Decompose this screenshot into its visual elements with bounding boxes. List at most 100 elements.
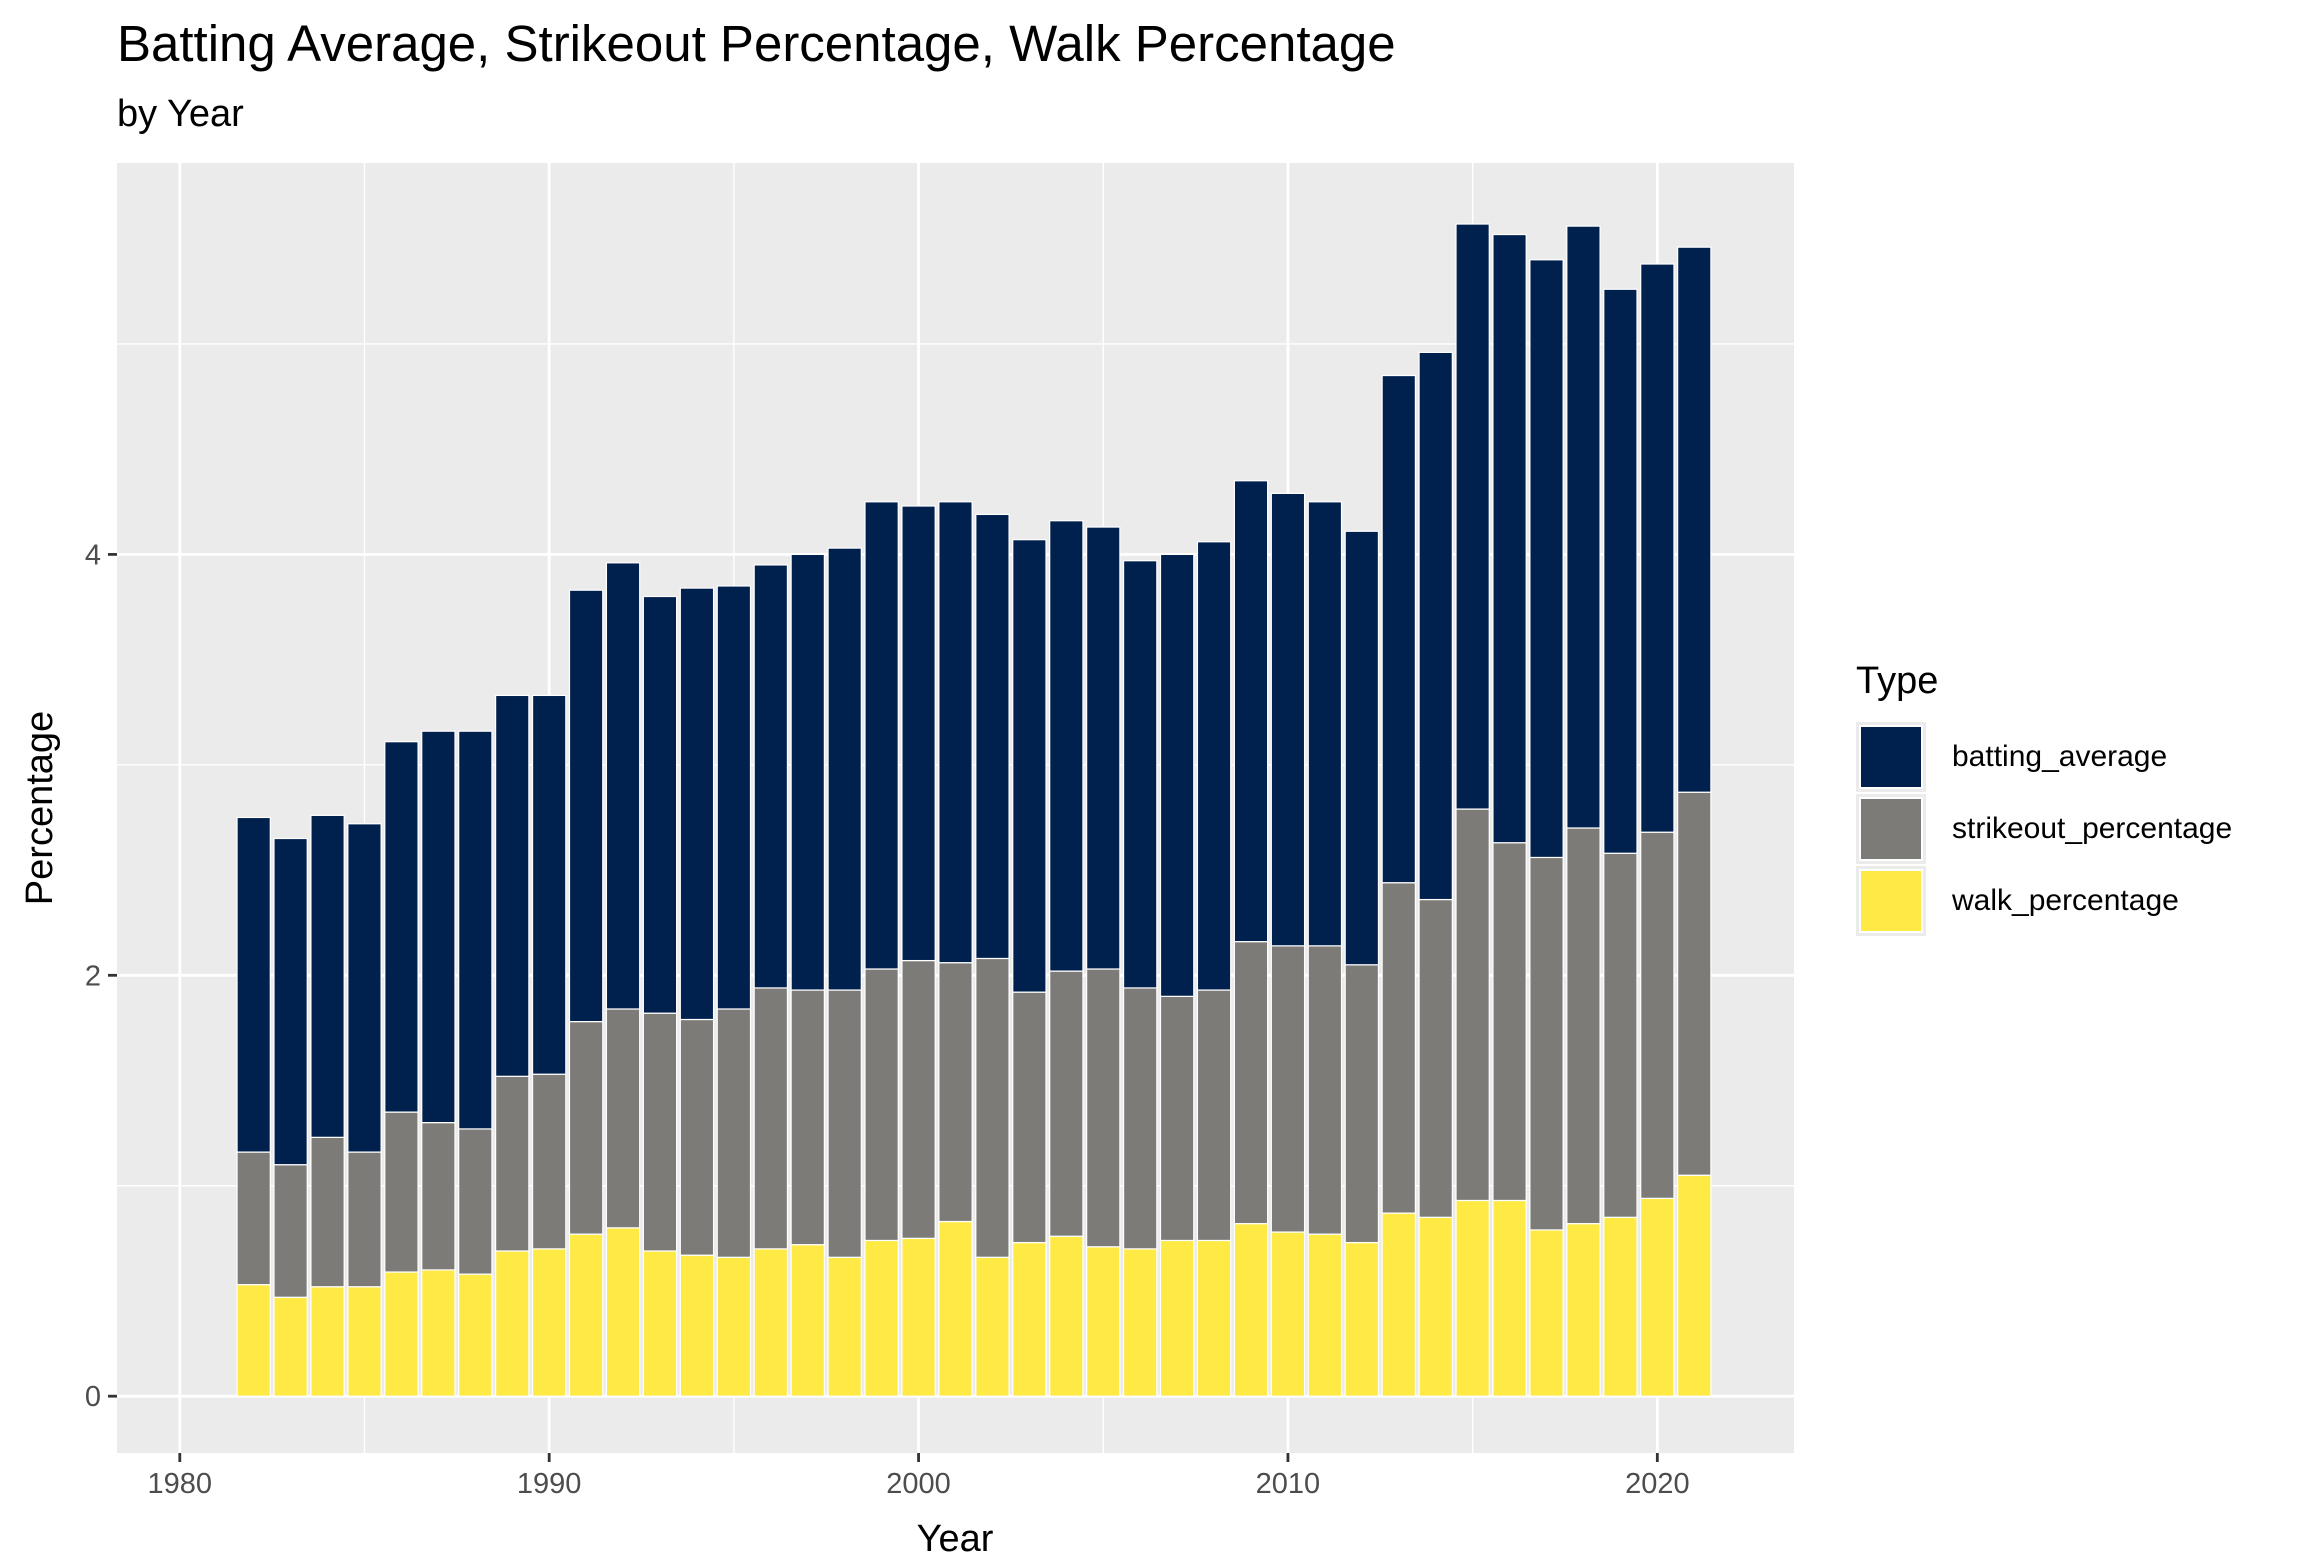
bar-walk-percentage [458,1273,493,1397]
bar-strikeout-percentage [679,1018,715,1256]
bar-strikeout-percentage [1233,941,1269,1225]
bar-walk-percentage [1344,1241,1380,1397]
legend-item: walk_percentage [1856,865,2232,937]
bar-batting-average [531,694,567,1075]
bar-batting-average [568,589,604,1023]
bar-walk-percentage [1122,1248,1158,1397]
bar-walk-percentage [1603,1216,1638,1397]
bar-batting-average [273,837,308,1166]
bar-batting-average [679,587,715,1021]
bar-strikeout-percentage [1122,987,1158,1250]
bar-walk-percentage [1307,1233,1343,1397]
bar-walk-percentage [1159,1239,1195,1397]
bar-strikeout-percentage [568,1020,604,1235]
x-tick-label: 2000 [886,1468,951,1500]
bar-batting-average [864,501,899,970]
bar-batting-average [1086,526,1121,970]
bar-strikeout-percentage [1270,945,1306,1233]
bar-batting-average [1233,480,1269,943]
bar-batting-average [1677,246,1712,793]
bar-walk-percentage [310,1286,345,1397]
legend-swatch [1859,869,1923,933]
bar-walk-percentage [236,1284,271,1397]
bar-walk-percentage [1270,1231,1306,1397]
bar-strikeout-percentage [236,1151,271,1286]
bar-strikeout-percentage [458,1128,493,1275]
bar-strikeout-percentage [605,1008,641,1229]
bar-walk-percentage [1196,1239,1232,1397]
bar-strikeout-percentage [790,989,825,1246]
bar-batting-average [1529,259,1564,859]
bar-batting-average [1307,501,1343,947]
y-tick-label: 2 [85,960,101,992]
bar-strikeout-percentage [1012,991,1047,1244]
bar-batting-average [421,730,456,1124]
bar-batting-average [1159,553,1195,997]
bar-batting-average [1344,530,1380,966]
bar-walk-percentage [716,1256,752,1397]
bar-strikeout-percentage [1677,791,1712,1176]
bar-walk-percentage [790,1244,825,1397]
bar-strikeout-percentage [310,1136,345,1288]
bar-strikeout-percentage [1196,989,1232,1242]
y-tick-label: 0 [85,1381,101,1413]
bar-batting-average [975,513,1010,960]
axis-ticks [108,553,1659,1462]
legend-key [1856,794,1926,864]
legend-title: Type [1856,660,1939,702]
bar-strikeout-percentage [384,1111,419,1273]
x-tick-label: 1990 [517,1468,582,1500]
bar-batting-average [827,547,862,991]
x-axis-title: Year [917,1518,994,1560]
bar-batting-average [1640,263,1675,833]
bar-walk-percentage [1049,1235,1084,1397]
bar-walk-percentage [1012,1241,1047,1397]
legend-swatch [1859,725,1923,789]
bar-batting-average [753,564,789,989]
legend-label: batting_average [1952,740,2168,773]
bar-walk-percentage [1677,1174,1712,1397]
legend-key [1856,866,1926,936]
bar-batting-average [938,501,973,964]
bar-strikeout-percentage [1455,808,1490,1202]
bar-batting-average [347,823,382,1153]
bars [236,223,1712,1397]
bar-strikeout-percentage [531,1073,567,1250]
y-axis-title: Percentage [19,711,61,905]
bar-strikeout-percentage [901,959,936,1239]
bar-walk-percentage [901,1237,936,1397]
y-tick-label: 4 [85,539,101,571]
bar-strikeout-percentage [827,989,862,1258]
bar-batting-average [642,595,678,1014]
bar-batting-average [716,585,752,1010]
bar-strikeout-percentage [273,1164,308,1298]
x-tick-label: 1980 [148,1468,213,1500]
bar-strikeout-percentage [753,987,789,1250]
bar-walk-percentage [864,1239,899,1397]
bar-strikeout-percentage [938,962,973,1223]
bar-walk-percentage [1529,1229,1564,1397]
legend-item: strikeout_percentage [1856,793,2232,865]
bar-walk-percentage [975,1256,1010,1397]
bar-walk-percentage [679,1254,715,1397]
x-tick-labels: 1980 1990 2000 2010 2020 [148,1468,1690,1500]
bar-batting-average [901,505,936,962]
bar-batting-average [1012,539,1047,993]
bar-walk-percentage [642,1250,678,1397]
bar-walk-percentage [827,1256,862,1397]
bar-walk-percentage [1492,1199,1527,1397]
bar-strikeout-percentage [975,957,1010,1258]
bar-strikeout-percentage [421,1122,456,1271]
bar-walk-percentage [495,1250,530,1397]
bar-walk-percentage [531,1248,567,1397]
bar-strikeout-percentage [1418,898,1453,1218]
bar-strikeout-percentage [1529,856,1564,1231]
bar-strikeout-percentage [642,1012,678,1252]
bar-walk-percentage [1640,1197,1675,1397]
bar-strikeout-percentage [347,1151,382,1288]
bar-walk-percentage [1455,1199,1490,1397]
bar-strikeout-percentage [1492,842,1527,1202]
bar-strikeout-percentage [1381,882,1416,1214]
bar-walk-percentage [421,1269,456,1397]
bar-batting-average [1566,225,1601,829]
